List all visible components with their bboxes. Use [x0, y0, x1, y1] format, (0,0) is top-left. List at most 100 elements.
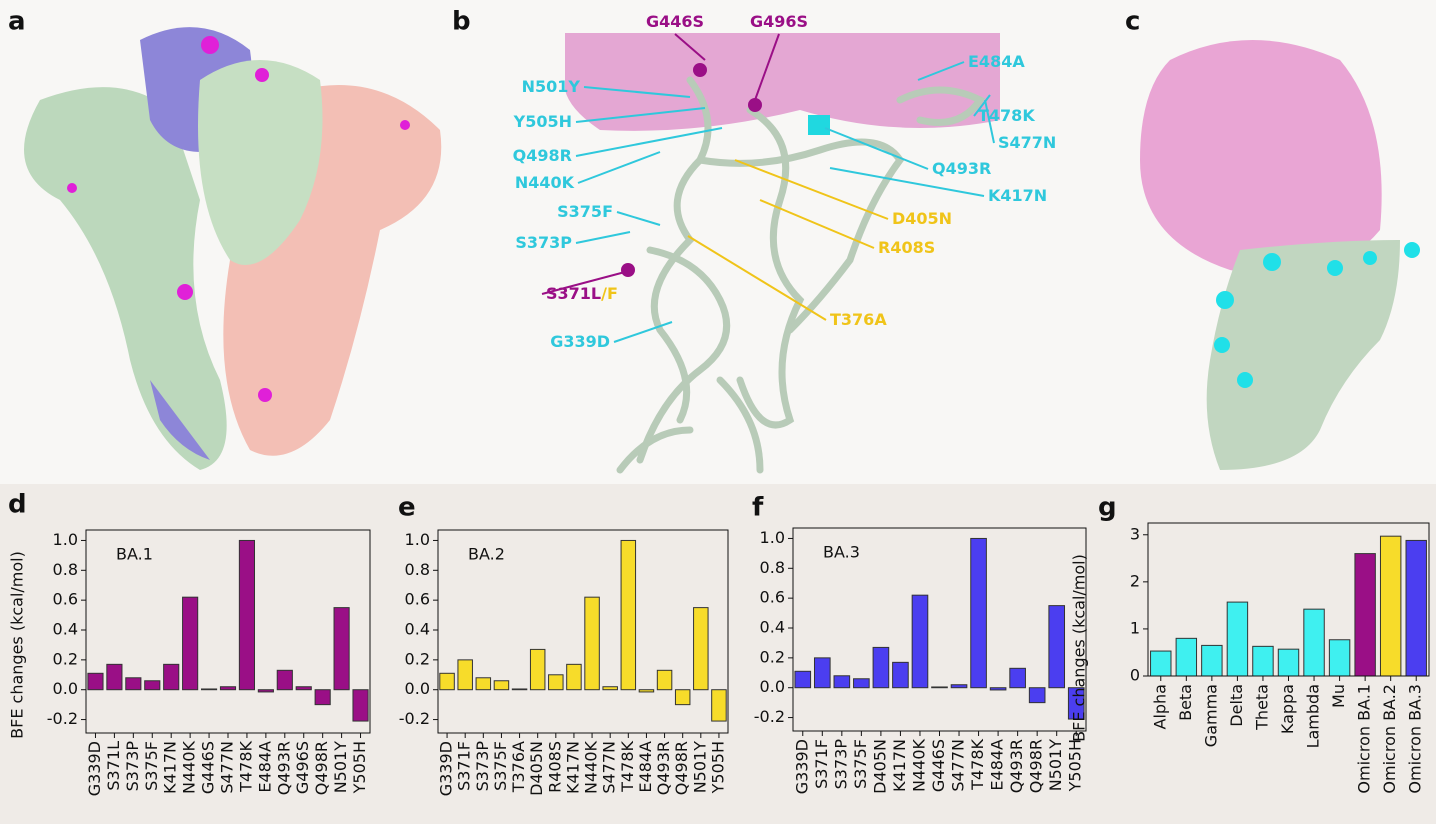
- x-tick-label: Mu: [1329, 684, 1348, 708]
- x-tick-label: K417N: [161, 741, 180, 794]
- pointer-line: [577, 151, 661, 184]
- mutation-name: D405N: [892, 209, 952, 228]
- axes-frame: [437, 529, 729, 734]
- annotation: BA.2: [468, 545, 505, 564]
- y-tick-label: -0.2: [399, 709, 430, 728]
- bar: [1067, 687, 1085, 720]
- rbd-ribbon: [565, 33, 1000, 474]
- bar: [1354, 553, 1376, 677]
- pointer-line: [616, 211, 661, 226]
- x-tick-label: G446S: [199, 741, 218, 794]
- x-tick-label: Omicron BA.3: [1406, 684, 1425, 794]
- x-tick-label: S477N: [949, 739, 968, 792]
- bar: [872, 646, 890, 689]
- bar: [911, 594, 929, 689]
- x-tick-label: E484A: [636, 741, 655, 793]
- mutation-label: S477N: [998, 133, 1056, 152]
- x-tick-label: D405N: [527, 741, 546, 796]
- mutation-label: D405N: [892, 209, 952, 228]
- y-tick-label: 2: [1130, 571, 1140, 590]
- y-tick-label: 1.0: [53, 530, 78, 549]
- bar: [87, 672, 104, 691]
- bar: [1150, 650, 1172, 677]
- y-tick-label: -0.2: [47, 709, 78, 728]
- bar: [892, 661, 909, 689]
- mutation-name: G496S: [750, 12, 808, 31]
- y-tick-label: 0.6: [760, 588, 785, 607]
- x-tick-label: S477N: [600, 741, 619, 794]
- mutation-label: G339D: [550, 332, 610, 351]
- bar: [693, 607, 709, 691]
- bar: [970, 537, 987, 689]
- y-tick-label: 0.2: [760, 647, 785, 666]
- y-axis-label: BFE changes (kcal/mol): [1070, 554, 1089, 742]
- x-tick-label: R408S: [545, 741, 564, 793]
- y-tick-label: 0: [1130, 666, 1140, 685]
- bar: [1226, 601, 1249, 677]
- x-tick-label: S371F: [455, 741, 474, 791]
- pointer-line: [613, 321, 673, 343]
- y-tick-label: 0.8: [405, 560, 430, 579]
- mutation-name: S371L: [546, 284, 601, 303]
- mutation-label: G446S: [646, 12, 704, 31]
- bar: [1175, 637, 1198, 677]
- mutation-name: K417N: [988, 186, 1047, 205]
- bar: [674, 689, 691, 706]
- pointer-line: [575, 231, 631, 244]
- mutation-label: K417N: [988, 186, 1047, 205]
- bar: [602, 686, 618, 691]
- x-tick-label: N501Y: [690, 741, 709, 794]
- bar: [238, 539, 256, 691]
- panel-label: a: [8, 7, 26, 37]
- pointer-line: [984, 99, 995, 144]
- pointer-line: [973, 94, 991, 117]
- spike-structure: [24, 27, 442, 470]
- bar: [529, 648, 546, 691]
- y-tick-label: 0.0: [405, 679, 430, 698]
- mutation-label: Q493R: [932, 159, 991, 178]
- x-tick-label: N501Y: [331, 741, 350, 794]
- bar: [475, 677, 492, 691]
- bar: [1379, 535, 1402, 677]
- pointer-line: [829, 167, 985, 197]
- mutation-label: N501Y: [522, 77, 581, 96]
- bar: [352, 689, 369, 722]
- x-tick-label: N501Y: [1046, 739, 1065, 792]
- y-tick-label: 0.4: [760, 618, 785, 637]
- mutation-name: S477N: [998, 133, 1056, 152]
- y-tick-label: 0.8: [53, 560, 78, 579]
- mutation-label: N440K: [515, 173, 575, 192]
- bar: [333, 607, 350, 691]
- bar: [566, 663, 582, 691]
- mutation-label: S373P: [515, 233, 572, 252]
- mutation-name: R408S: [878, 238, 935, 257]
- bar: [1303, 608, 1325, 677]
- mutation-name: Y505H: [513, 112, 572, 131]
- mutation-label: E484A: [968, 52, 1025, 71]
- x-tick-label: E484A: [255, 741, 274, 793]
- mutation-name: T376A: [830, 310, 887, 329]
- x-tick-label: S373P: [473, 741, 492, 792]
- x-tick-label: S371L: [104, 741, 123, 791]
- x-tick-label: S477N: [218, 741, 237, 794]
- x-tick-label: Theta: [1252, 684, 1271, 731]
- panel-label: d: [8, 490, 27, 520]
- x-tick-label: S375F: [142, 741, 161, 791]
- bar: [219, 686, 237, 691]
- annotation: BA.3: [823, 543, 860, 562]
- bar: [1405, 539, 1427, 677]
- mutation-label: Q498R: [513, 146, 572, 165]
- x-tick-label: S373P: [831, 739, 850, 790]
- bar: [711, 689, 727, 722]
- y-tick-label: 1: [1130, 618, 1140, 637]
- bar: [257, 689, 274, 693]
- axes-frame: [1147, 522, 1430, 677]
- mutation-suffix: /F: [601, 284, 618, 303]
- x-tick-label: G339D: [792, 739, 811, 794]
- x-tick-label: N440K: [180, 740, 199, 794]
- bar: [295, 686, 312, 691]
- panel-label: e: [398, 493, 416, 523]
- bar: [106, 663, 123, 691]
- y-tick-label: 0.6: [405, 590, 430, 609]
